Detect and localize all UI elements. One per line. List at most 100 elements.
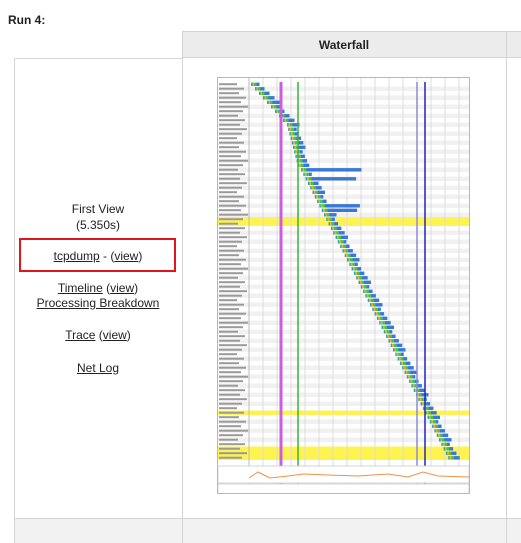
- waterfall-request-bar: [309, 181, 311, 185]
- waterfall-request-bar: [330, 222, 332, 226]
- timeline-view-link[interactable]: view: [110, 281, 135, 295]
- waterfall-request-bar: [295, 154, 297, 158]
- trace-view-link[interactable]: view: [102, 328, 127, 342]
- trace-row: Trace (view): [14, 328, 182, 342]
- waterfall-row-label: [219, 375, 248, 378]
- waterfall-request-bar: [365, 294, 367, 298]
- waterfall-row-label: [219, 128, 247, 131]
- waterfall-row-stripe: [218, 383, 469, 388]
- timeline-link[interactable]: Timeline: [57, 281, 103, 295]
- waterfall-request-bar: [398, 348, 406, 352]
- tcpdump-view-link[interactable]: view: [114, 249, 139, 263]
- tcpdump-highlight-box: [19, 238, 176, 272]
- waterfall-request-bar: [388, 339, 390, 343]
- waterfall-row-label: [219, 303, 244, 306]
- waterfall-row-stripe: [218, 419, 469, 424]
- waterfall-request-bar: [426, 402, 431, 406]
- waterfall-request-bar: [363, 289, 365, 293]
- waterfall-request-bar: [373, 298, 380, 302]
- first-view-load-time: (5.350s): [75, 218, 121, 232]
- waterfall-request-bar: [442, 442, 445, 446]
- waterfall-thumbnail-image[interactable]: [217, 77, 470, 513]
- waterfall-request-bar: [294, 132, 299, 136]
- waterfall-request-bar: [268, 100, 270, 104]
- waterfall-request-bar: [418, 397, 420, 401]
- tcpdump-row: tcpdump - (view): [14, 249, 182, 263]
- waterfall-request-bar: [307, 181, 310, 185]
- waterfall-request-bar: [278, 109, 281, 113]
- waterfall-request-bar: [320, 199, 323, 203]
- waterfall-request-bar: [451, 451, 457, 455]
- waterfall-row-highlight: [218, 451, 469, 456]
- waterfall-row-label: [219, 200, 239, 203]
- trace-link[interactable]: Trace: [65, 328, 96, 342]
- waterfall-request-bar: [299, 159, 303, 163]
- waterfall-request-bar: [276, 109, 278, 113]
- netlog-row: Net Log: [14, 361, 182, 375]
- waterfall-request-bar: [435, 420, 439, 424]
- waterfall-request-bar: [298, 145, 306, 149]
- waterfall-request-bar: [334, 222, 339, 226]
- waterfall-request-bar: [368, 294, 371, 298]
- results-table: Waterfall First View (5.350s) tcpdump - …: [14, 31, 521, 543]
- waterfall-request-bar: [350, 253, 357, 257]
- waterfall-request-bar: [287, 123, 289, 127]
- waterfall-row-label: [219, 204, 246, 207]
- waterfall-request-bar: [421, 397, 424, 401]
- waterfall-row-label: [219, 141, 244, 144]
- waterfall-request-bar: [446, 442, 450, 446]
- waterfall-row-label: [219, 119, 245, 122]
- waterfall-request-bar: [389, 339, 392, 343]
- waterfall-request-bar: [254, 82, 257, 86]
- waterfall-request-bar: [377, 307, 381, 311]
- processing-breakdown-link[interactable]: Processing Breakdown: [36, 296, 160, 310]
- waterfall-row-stripe: [218, 194, 469, 199]
- waterfall-request-bar: [258, 87, 261, 91]
- waterfall-request-bar: [252, 82, 254, 86]
- waterfall-request-bar: [356, 276, 358, 280]
- waterfall-request-bar: [352, 262, 355, 266]
- waterfall-request-bar: [426, 411, 429, 415]
- waterfall-row-label: [219, 353, 237, 356]
- waterfall-request-bar: [402, 361, 406, 365]
- waterfall-row-label: [219, 438, 238, 441]
- waterfall-request-bar: [270, 100, 273, 104]
- waterfall-request-bar: [355, 271, 357, 275]
- waterfall-request-bar: [375, 303, 383, 307]
- waterfall-request-bar: [284, 118, 286, 122]
- waterfall-row-label: [219, 285, 240, 288]
- first-view-label: First View: [71, 202, 125, 216]
- waterfall-request-bar: [396, 343, 403, 347]
- waterfall-row-stripe: [218, 437, 469, 442]
- waterfall-request-bar: [412, 375, 416, 379]
- waterfall-request-bar: [384, 321, 391, 325]
- waterfall-request-bar: [293, 141, 295, 145]
- waterfall-request-bar: [320, 195, 324, 199]
- tcpdump-link[interactable]: tcpdump: [53, 249, 100, 263]
- waterfall-request-bar: [373, 307, 376, 311]
- waterfall-request-bar: [353, 271, 356, 275]
- waterfall-request-bar: [414, 384, 417, 388]
- waterfall-request-bar: [306, 168, 362, 172]
- waterfall-request-bar: [298, 154, 301, 158]
- waterfall-row-label: [219, 240, 242, 243]
- waterfall-request-bar: [327, 217, 330, 221]
- waterfall-request-bar: [272, 105, 274, 109]
- waterfall-request-bar: [271, 105, 273, 109]
- footer-cell: [506, 518, 521, 543]
- waterfall-request-bar: [308, 172, 312, 176]
- waterfall-request-bar: [442, 438, 445, 442]
- waterfall-request-bar: [354, 267, 358, 271]
- waterfall-row-label: [219, 344, 247, 347]
- waterfall-row-label: [219, 389, 245, 392]
- waterfall-row-stripe: [218, 392, 469, 397]
- netlog-link[interactable]: Net Log: [76, 361, 120, 375]
- waterfall-row-label: [219, 420, 246, 423]
- waterfall-request-bar: [300, 163, 304, 167]
- waterfall-request-bar: [413, 388, 416, 392]
- waterfall-request-bar: [428, 411, 431, 415]
- waterfall-request-bar: [376, 316, 379, 320]
- waterfall-request-bar: [267, 100, 269, 104]
- waterfall-row-label: [219, 366, 246, 369]
- waterfall-request-bar: [304, 172, 307, 176]
